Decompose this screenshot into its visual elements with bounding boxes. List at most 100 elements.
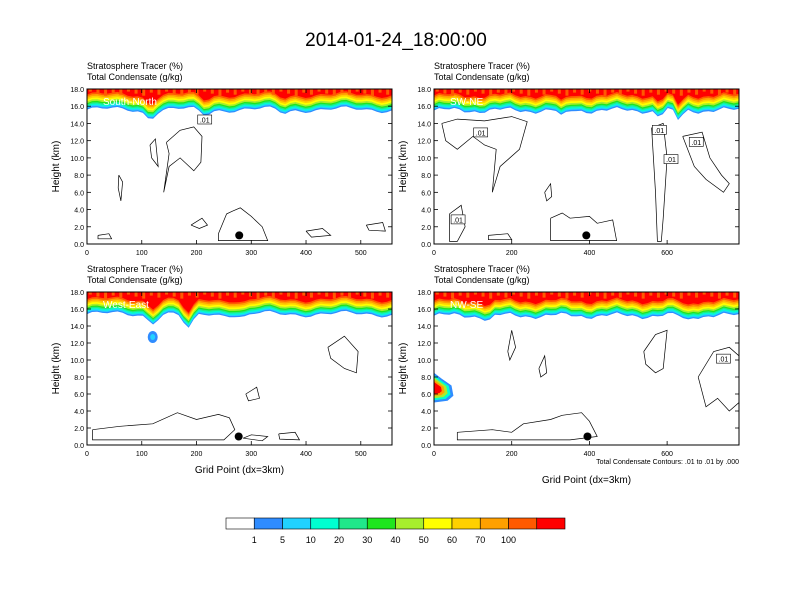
- condensate-contour: [92, 412, 236, 441]
- tracer-streak: [649, 89, 653, 93]
- y-tick-label: 12.0: [417, 341, 431, 348]
- colorbar-label: 60: [447, 535, 457, 545]
- tracer-streak: [332, 292, 336, 299]
- tracer-streak: [679, 89, 683, 96]
- plot-area: [87, 292, 392, 445]
- location-marker: [235, 231, 244, 240]
- tracer-streak: [733, 89, 737, 95]
- tracer-streak: [649, 292, 653, 296]
- y-tick-label: 12.0: [70, 139, 84, 146]
- tracer-streak: [656, 89, 660, 95]
- tracer-streak: [473, 292, 477, 295]
- y-tick-label: 14.0: [417, 324, 431, 331]
- contour-label-box: [663, 154, 679, 164]
- tracer-streak: [443, 89, 447, 94]
- colorbar-swatch: [536, 517, 566, 530]
- colorbar-swatch: [395, 517, 425, 530]
- tracer-streak: [534, 89, 538, 93]
- tracer-streak: [172, 292, 176, 297]
- plot-content: .01 .01 .01 .01 .01: [434, 89, 739, 242]
- tracer-streak: [119, 89, 123, 95]
- tracer-streak: [287, 89, 291, 94]
- tracer-streak: [134, 89, 138, 94]
- subtitle-tracer: Stratosphere Tracer (%): [434, 264, 530, 274]
- tracer-streak: [203, 292, 207, 295]
- tracer-streak: [717, 89, 721, 96]
- condensate-contour: [327, 335, 359, 374]
- tracer-streak: [710, 89, 714, 94]
- tracer-streak: [317, 292, 321, 295]
- condensate-contour: [149, 138, 159, 168]
- tracer-streak: [489, 292, 493, 299]
- tracer-streak: [294, 292, 298, 299]
- tracer-streak: [672, 292, 676, 297]
- x-tick-label: 400: [300, 451, 312, 458]
- tracer-streak: [104, 89, 108, 96]
- y-tick-label: 8.0: [74, 173, 84, 180]
- tracer-streak: [325, 89, 329, 94]
- y-tick-label: 10.0: [417, 358, 431, 365]
- tracer-streak: [481, 89, 485, 94]
- tracer-streak: [294, 89, 298, 96]
- tracer-streak: [233, 292, 237, 298]
- tracer-streak: [618, 292, 622, 298]
- tracer-streak: [603, 89, 607, 96]
- contour-label: .01: [476, 130, 486, 137]
- tracer-streak: [180, 292, 184, 299]
- x-axis-label: Grid Point (dx=3km): [542, 475, 631, 486]
- x-tick-label: 200: [506, 250, 518, 257]
- contour-label: .01: [200, 118, 210, 125]
- tracer-streak: [580, 292, 584, 298]
- tracer-streak: [565, 292, 569, 299]
- plot-frame: [433, 291, 740, 446]
- y-axis-label: Height (km): [51, 141, 62, 193]
- colorbar-swatch: [366, 517, 396, 530]
- plot-frame: [433, 88, 740, 245]
- tracer-streak: [302, 89, 306, 93]
- y-tick-label: 2.0: [421, 225, 431, 232]
- tracer-streak: [656, 292, 660, 298]
- tracer-streak: [687, 89, 691, 93]
- condensate-contour: [456, 412, 598, 441]
- tracer-streak: [618, 89, 622, 95]
- tracer-streak: [733, 292, 737, 298]
- location-marker: [234, 432, 243, 441]
- tracer-streak: [634, 89, 638, 94]
- tracer-streak: [702, 89, 706, 92]
- tracer-streak: [187, 292, 191, 296]
- x-tick-label: 200: [191, 451, 203, 458]
- tracer-streak: [725, 89, 729, 93]
- tracer-streak: [317, 89, 321, 92]
- y-axis-label: Height (km): [51, 343, 62, 395]
- tracer-streak: [451, 292, 455, 299]
- x-axis-label: Grid Point (dx=3km): [195, 465, 284, 476]
- y-axis-label: Height (km): [398, 141, 409, 193]
- tracer-streak: [695, 89, 699, 95]
- colorbar-swatch: [479, 517, 509, 530]
- tracer-streak: [672, 89, 676, 94]
- colorbar-label: 70: [475, 535, 485, 545]
- location-marker: [583, 432, 592, 441]
- colorbar-label: 5: [280, 535, 285, 545]
- tracer-streak: [664, 292, 668, 295]
- x-tick-label: 0: [432, 451, 436, 458]
- contour-label: .01: [453, 217, 463, 224]
- y-tick-label: 12.0: [70, 341, 84, 348]
- tracer-streak: [378, 292, 382, 296]
- contour-label-box: [197, 114, 213, 125]
- panel-label: SW-NE: [450, 97, 483, 108]
- y-tick-label: 8.0: [74, 375, 84, 382]
- tracer-streak: [218, 292, 222, 299]
- tracer-streak: [626, 89, 630, 92]
- tracer-streak: [332, 89, 336, 96]
- x-tick-label: 500: [355, 250, 367, 257]
- x-tick-label: 0: [432, 250, 436, 257]
- tracer-streak: [348, 292, 352, 298]
- colorbar-label: 1: [252, 535, 257, 545]
- tracer-streak: [626, 292, 630, 295]
- tracer-level-11: [434, 292, 739, 306]
- y-tick-label: 10.0: [70, 156, 84, 163]
- tracer-streak: [142, 292, 146, 299]
- tracer-streak: [702, 292, 706, 295]
- contour-label: .01: [719, 357, 729, 364]
